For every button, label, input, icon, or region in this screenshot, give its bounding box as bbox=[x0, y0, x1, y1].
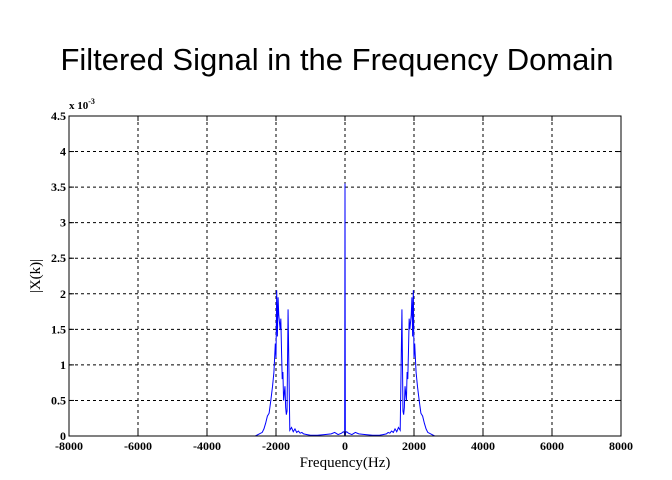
chart-title: Filtered Signal in the Frequency Domain bbox=[60, 42, 613, 77]
y-axis-multiplier-base: x 10 bbox=[69, 100, 89, 112]
x-tick-label: -6000 bbox=[124, 439, 152, 453]
x-tick-labels: -8000 -6000 -4000 -2000 0 2000 4000 6000 8000 bbox=[55, 439, 633, 453]
x-tick-label: -4000 bbox=[193, 439, 221, 453]
x-tick-label: 6000 bbox=[540, 439, 564, 453]
series-line bbox=[69, 183, 621, 437]
y-tick-label: 0 bbox=[60, 429, 66, 443]
y-tick-label: 3.5 bbox=[51, 180, 66, 194]
y-tick-label: 3 bbox=[60, 216, 66, 230]
y-axis-multiplier-exponent: -3 bbox=[88, 97, 95, 106]
axis-ticks bbox=[68, 115, 622, 437]
x-tick-label: -8000 bbox=[55, 439, 83, 453]
y-tick-label: 4.5 bbox=[51, 109, 66, 123]
x-axis-label: Frequency(Hz) bbox=[300, 455, 391, 471]
x-tick-label: 0 bbox=[342, 439, 348, 453]
x-tick-label: 8000 bbox=[609, 439, 633, 453]
y-axis-multiplier: x 10-3 bbox=[69, 97, 95, 112]
y-tick-label: 1.5 bbox=[51, 322, 66, 336]
y-tick-label: 1 bbox=[60, 358, 66, 372]
x-tick-label: 2000 bbox=[402, 439, 426, 453]
x-tick-label: -2000 bbox=[262, 439, 290, 453]
y-axis-label: |X(k)| bbox=[28, 259, 44, 293]
x-tick-label: 4000 bbox=[471, 439, 495, 453]
y-tick-label: 2 bbox=[60, 287, 66, 301]
y-tick-labels: 0 0.5 1 1.5 2 2.5 3 3.5 4 4.5 bbox=[51, 109, 66, 443]
y-tick-label: 2.5 bbox=[51, 251, 66, 265]
y-tick-label: 0.5 bbox=[51, 393, 66, 407]
y-tick-label: 4 bbox=[60, 145, 66, 159]
series-layer bbox=[69, 183, 621, 437]
